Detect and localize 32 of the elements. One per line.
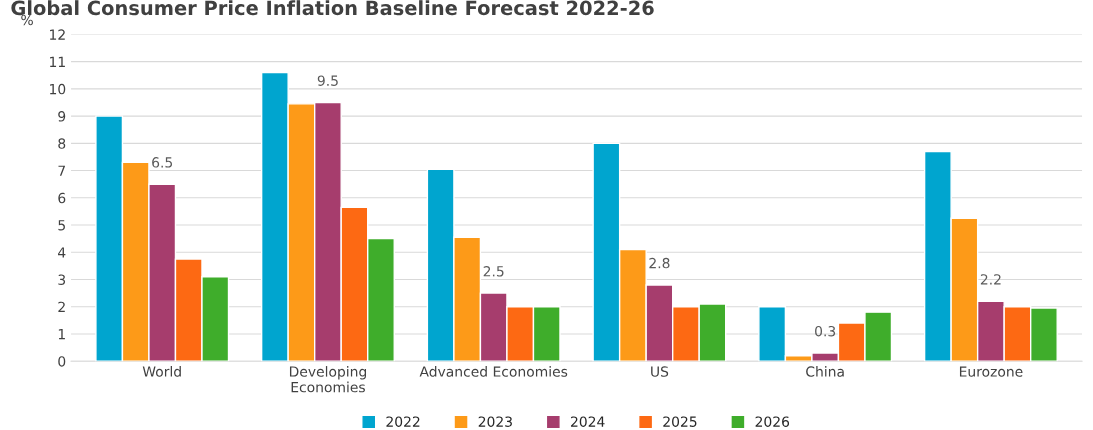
data-label: 6.5 [152,157,173,168]
y-tick-label: 1 [58,329,65,340]
y-tick-label: 5 [58,220,65,231]
y-tick-label: 11 [50,56,65,67]
y-tick-label: 3 [58,274,66,285]
y-tick-label: 9 [58,111,66,122]
legend-label: 2026 [755,416,790,427]
y-tick-label: 6 [58,192,66,204]
data-label: 9.5 [317,75,338,86]
chart-title: Global Consumer Price Inflation Baseline Forecast 2022-26 [11,0,654,16]
y-tick-label: 10 [50,83,66,95]
data-label: 2.2 [980,274,1001,285]
data-label: 2.5 [483,266,504,277]
x-tick-label: Advanced Economies [419,366,568,377]
x-tick-label: Developing Economies [289,366,367,393]
y-tick-label: 12 [50,29,65,40]
y-tick-label: 8 [58,138,66,149]
legend-label: 2025 [663,416,697,427]
legend-label: 2024 [571,416,605,427]
data-label: 0.3 [815,325,836,337]
y-axis-title: % [21,14,33,26]
y-tick-label: 2 [58,301,65,313]
x-tick-label: US [651,366,669,377]
x-tick-label: China [806,366,844,377]
y-tick-label: 4 [58,247,66,258]
legend-label: 2023 [478,416,512,427]
data-label: 2.8 [649,257,670,269]
x-tick-label: Eurozone [959,366,1023,377]
y-tick-label: 7 [58,165,65,176]
legend-label: 2022 [386,416,420,427]
y-tick-label: 0 [58,356,66,367]
x-tick-label: World [142,366,181,377]
